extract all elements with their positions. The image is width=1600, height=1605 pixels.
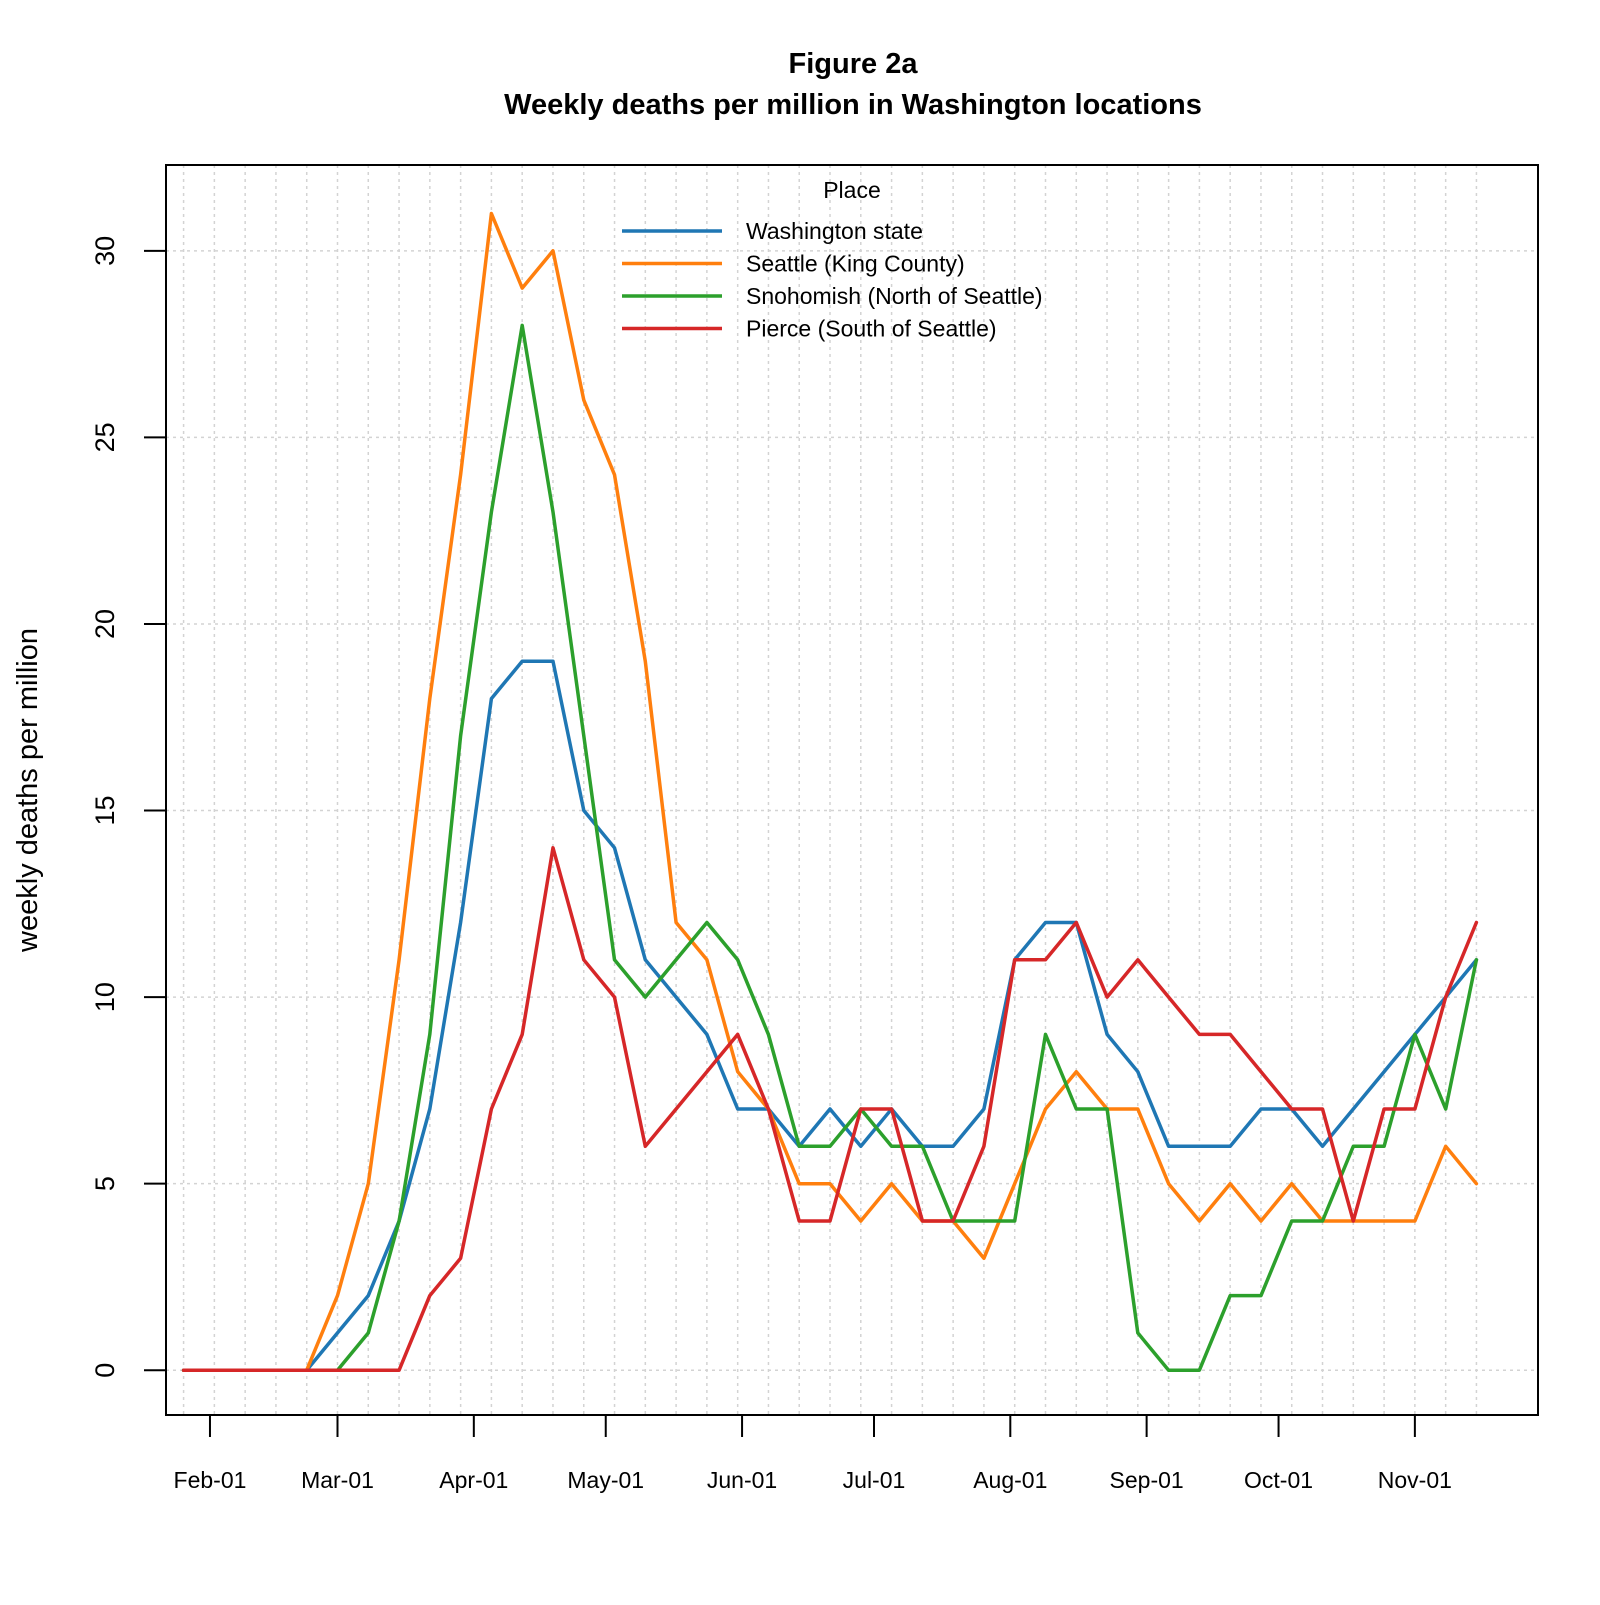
y-tick-label: 10 — [90, 982, 120, 1012]
series-line-seattle-king-county — [181, 211, 1479, 1372]
legend: Place Washington state Seattle (King Count… — [622, 177, 1043, 342]
chart-subtitle: Weekly deaths per million in Washington … — [504, 89, 1202, 121]
plot-frame — [165, 164, 1539, 1416]
x-tick-label: Sep-01 — [1110, 1467, 1184, 1493]
legend-entry-label: Pierce (South of Seattle) — [746, 316, 997, 342]
x-tick-label: Oct-01 — [1244, 1467, 1313, 1493]
y-axis-label: weekly deaths per million — [12, 628, 44, 953]
x-tick-label: Jun-01 — [707, 1467, 777, 1493]
series-lines — [181, 211, 1479, 1372]
chart-title: Figure 2a — [789, 48, 919, 80]
y-tick-label: 15 — [90, 795, 120, 825]
legend-entry-label: Washington state — [746, 218, 923, 244]
x-tick-label: May-01 — [567, 1467, 644, 1493]
y-tick-label: 25 — [90, 422, 120, 452]
series-line-snohomish-north-of-seattle — [181, 323, 1479, 1372]
legend-entry-label: Seattle (King County) — [746, 251, 965, 277]
x-tick-label: Feb-01 — [174, 1467, 247, 1493]
x-tick-label: Nov-01 — [1378, 1467, 1452, 1493]
y-tick-label: 30 — [90, 236, 120, 266]
x-tick-label: Aug-01 — [973, 1467, 1047, 1493]
x-tick-label: Jul-01 — [843, 1467, 906, 1493]
y-tick-label: 0 — [90, 1363, 120, 1378]
series-line-pierce-south-of-seattle — [181, 846, 1479, 1372]
x-tick-label: Apr-01 — [439, 1467, 508, 1493]
y-tick-label: 20 — [90, 609, 120, 639]
gridlines — [166, 165, 1538, 1415]
y-tick-label: 5 — [90, 1176, 120, 1191]
x-tick-label: Mar-01 — [301, 1467, 374, 1493]
legend-title: Place — [823, 177, 881, 203]
axes: 0 5 10 15 20 25 30 Feb-01 Mar-01 Apr-01 May-01 Jun-… — [90, 164, 1539, 1493]
legend-entry-label: Snohomish (North of Seattle) — [746, 283, 1043, 309]
